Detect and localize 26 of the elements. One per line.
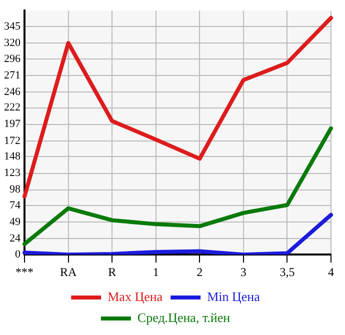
y-tick-label: 345 [4, 20, 21, 32]
y-tick-label: 24 [10, 232, 21, 245]
legend-label: Max Цена [108, 288, 163, 304]
y-tick-label: 98 [10, 184, 21, 196]
y-tick-label: 0 [15, 248, 21, 260]
y-tick-label: 320 [4, 36, 21, 49]
y-tick-label: 222 [4, 102, 20, 114]
y-tick-label: 271 [4, 69, 20, 82]
y-tick-label: 197 [4, 118, 21, 130]
y-tick-label: 296 [4, 52, 21, 65]
x-tick-label: 3,5 [280, 264, 295, 279]
x-tick-label: 4 [328, 264, 334, 279]
x-tick-label: RA [60, 264, 77, 279]
y-tick-label: 49 [10, 216, 21, 228]
x-tick-label: 1 [152, 264, 159, 279]
y-tick-label: 246 [4, 86, 21, 98]
y-tick-label: 74 [10, 200, 21, 212]
x-tick-label: *** [16, 264, 34, 279]
x-tick-label: 2 [196, 264, 203, 279]
legend-label: Сред.Цена, т.йен [137, 310, 230, 325]
legend-label: Min Цена [207, 288, 260, 304]
y-tick-label: 172 [4, 134, 20, 147]
y-tick-label: 123 [4, 167, 21, 180]
x-tick-label: 3 [240, 264, 246, 279]
y-tick-label: 148 [4, 150, 21, 163]
x-tick-label: R [108, 264, 116, 279]
